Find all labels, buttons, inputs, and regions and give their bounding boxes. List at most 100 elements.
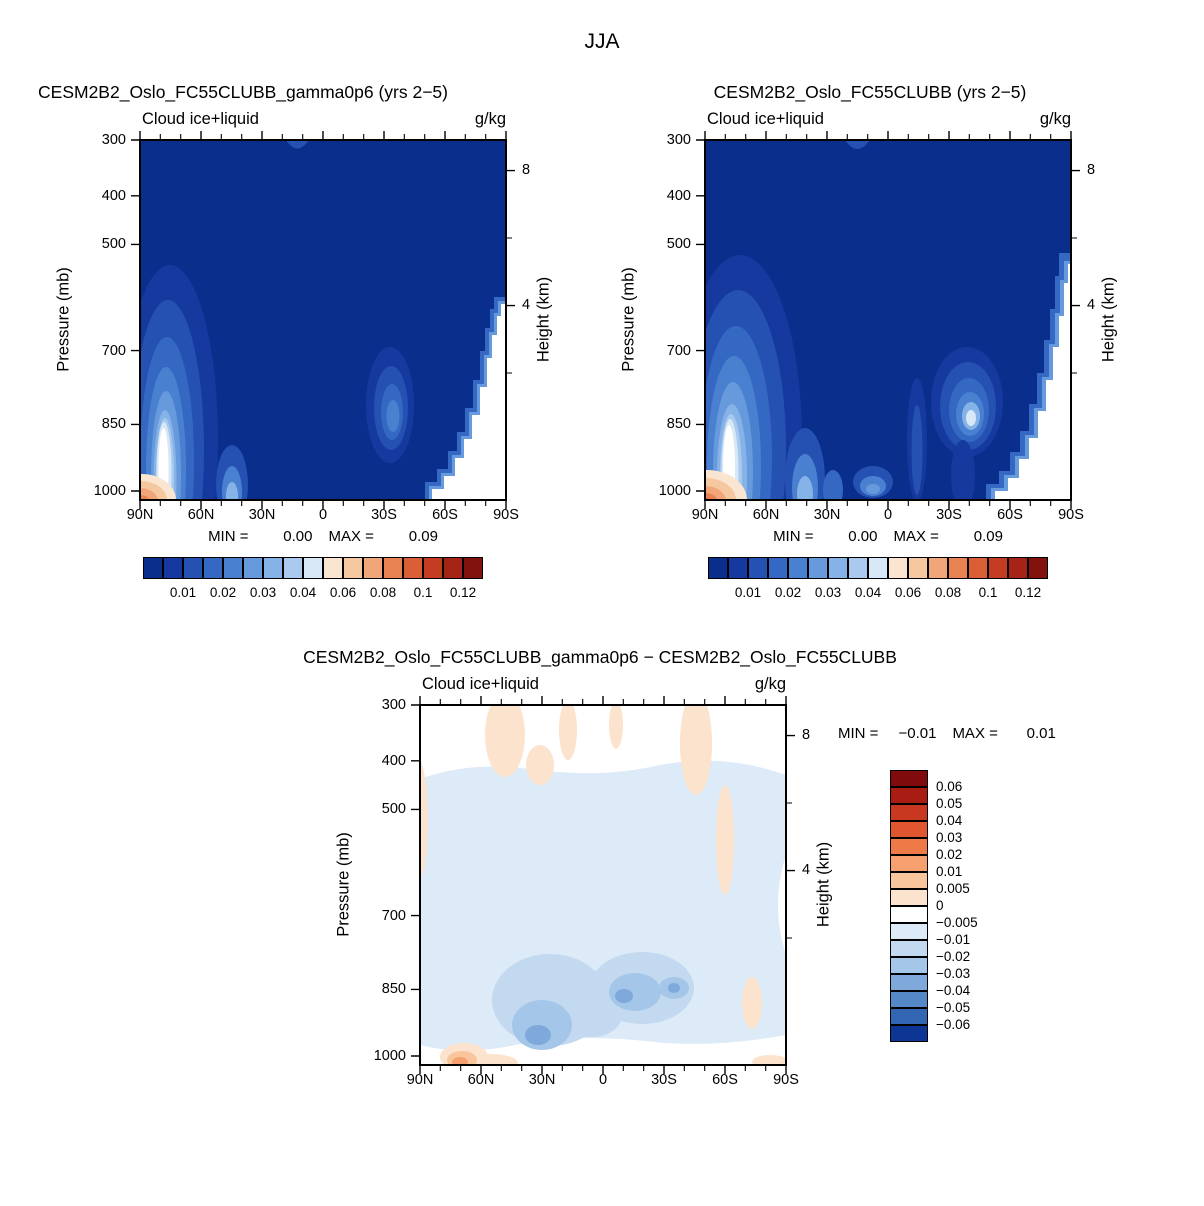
pressure-tick: 700 <box>381 908 406 924</box>
pressure-tick: 300 <box>101 132 126 148</box>
colorbar-label: 0.06 <box>329 585 357 600</box>
diff-colorbar <box>890 770 928 1042</box>
latitude-tick: 90N <box>406 1072 434 1088</box>
colorbar-cell <box>890 974 928 991</box>
colorbar-cell <box>890 906 928 923</box>
colorbar-label: 0.08 <box>934 585 962 600</box>
colorbar-label: 0.02 <box>209 585 237 600</box>
panel-difference: CESM2B2_Oslo_FC55CLUBB_gamma0p6 − CESM2B… <box>303 647 1056 1088</box>
pressure-tick: 700 <box>666 343 691 359</box>
colorbar-cell <box>828 557 848 579</box>
min-label: MIN = <box>773 528 814 545</box>
colorbar-cell <box>888 557 908 579</box>
max-label: MAX = <box>893 528 939 545</box>
latitude-tick: 60S <box>997 507 1023 523</box>
pressure-tick: 500 <box>381 801 406 817</box>
colorbar-cell <box>203 557 223 579</box>
colorbar-label: 0.04 <box>289 585 317 600</box>
latitude-tick: 60S <box>712 1072 738 1088</box>
contour-field <box>705 140 1071 500</box>
height-tick-4: 4 <box>522 297 531 313</box>
colorbar-cell <box>890 872 928 889</box>
colorbar-label: −0.04 <box>936 983 971 998</box>
pressure-tick: 400 <box>101 188 126 204</box>
pressure-axis-title: Pressure (mb) <box>619 267 638 372</box>
pressure-axis-title: Pressure (mb) <box>54 267 73 372</box>
colorbar-label: 0.01 <box>734 585 762 600</box>
pressure-tick-labels: 300 400 500 700 850 1000 <box>362 697 406 1065</box>
colorbar-cell <box>890 957 928 974</box>
height-axis-title: Height (km) <box>814 841 833 928</box>
colorbar-label: −0.01 <box>936 932 971 947</box>
colorbar-cell <box>948 557 968 579</box>
latitude-tick: 30N <box>528 1072 556 1088</box>
colorbar-cell <box>303 557 323 579</box>
pressure-axis-title: Pressure (mb) <box>334 832 353 937</box>
colorbar-label: 0.02 <box>936 847 963 862</box>
colorbar-cell <box>708 557 728 579</box>
pressure-tick: 850 <box>381 981 406 997</box>
panel-right: CESM2B2_Oslo_FC55CLUBB (yrs 2−5) Cloud i… <box>620 82 1118 600</box>
latitude-tick: 90S <box>493 507 519 523</box>
units-label: g/kg <box>1039 110 1071 128</box>
colorbar-label: 0 <box>936 898 944 913</box>
colorbar-cell <box>890 1008 928 1025</box>
pressure-tick: 1000 <box>93 483 126 499</box>
colorbar-cell <box>443 557 463 579</box>
latitude-tick: 90S <box>773 1072 799 1088</box>
latitude-tick: 30N <box>248 507 276 523</box>
colorbar-label: 0.03 <box>814 585 842 600</box>
latitude-tick: 90N <box>126 507 154 523</box>
pressure-tick: 400 <box>381 753 406 769</box>
min-value: −0.01 <box>898 725 937 742</box>
field-label: Cloud ice+liquid <box>142 110 259 128</box>
colorbar-label: 0.12 <box>1014 585 1042 600</box>
colorbar-label: 0.06 <box>894 585 922 600</box>
colorbar-cell <box>1008 557 1028 579</box>
min-label: MIN = <box>208 528 249 545</box>
colorbar-label: −0.06 <box>936 1017 971 1032</box>
max-value: 0.09 <box>408 528 438 545</box>
panel-title: CESM2B2_Oslo_FC55CLUBB_gamma0p6 − CESM2B… <box>303 647 897 667</box>
min-value: 0.00 <box>848 528 878 545</box>
colorbar-cell <box>890 1025 928 1042</box>
max-label: MAX = <box>328 528 374 545</box>
latitude-tick: 0 <box>598 1072 608 1088</box>
latitude-tick: 30N <box>813 507 841 523</box>
min-label: MIN = <box>838 725 879 742</box>
colorbar-cell <box>223 557 243 579</box>
height-tick-8: 8 <box>522 162 531 178</box>
field-label: Cloud ice+liquid <box>707 110 824 128</box>
colorbar-labels: 0.01 0.02 0.03 0.04 0.06 0.08 0.1 0.12 <box>143 585 483 601</box>
colorbar-cell <box>403 557 423 579</box>
pressure-tick: 300 <box>381 697 406 713</box>
colorbar-cell <box>383 557 403 579</box>
colorbar-cell <box>890 770 928 787</box>
colorbar-cell <box>163 557 183 579</box>
latitude-tick: 0 <box>318 507 328 523</box>
colorbar-cell <box>323 557 343 579</box>
colorbar-label: 0.1 <box>413 585 433 600</box>
latitude-tick: 60N <box>467 1072 495 1088</box>
colorbar-label: 0.04 <box>854 585 882 600</box>
latitude-tick: 90S <box>1058 507 1084 523</box>
height-tick-8: 8 <box>1087 162 1096 178</box>
colorbar-cell <box>728 557 748 579</box>
max-value: 0.09 <box>973 528 1003 545</box>
colorbar-cell <box>890 804 928 821</box>
colorbar-cell <box>808 557 828 579</box>
field-label: Cloud ice+liquid <box>422 675 539 693</box>
pressure-tick: 400 <box>666 188 691 204</box>
minmax-row: MIN = 0.00 MAX = 0.09 <box>685 528 1091 545</box>
colorbar-label: 0.06 <box>936 779 963 794</box>
colorbar-cell <box>263 557 283 579</box>
axis-ticks <box>411 696 795 1074</box>
colorbar-label: −0.005 <box>936 915 978 930</box>
colorbar-label: 0.01 <box>936 864 963 879</box>
diff-minmax-row: MIN = −0.01 MAX = 0.01 <box>838 725 1056 742</box>
panel-left: CESM2B2_Oslo_FC55CLUBB_gamma0p6 (yrs 2−5… <box>38 82 552 600</box>
units-label: g/kg <box>474 110 506 128</box>
colorbar-cell <box>768 557 788 579</box>
colorbar-cell <box>890 787 928 804</box>
